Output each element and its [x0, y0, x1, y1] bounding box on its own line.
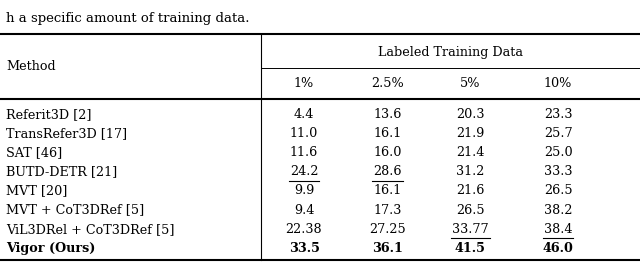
Text: TransRefer3D [17]: TransRefer3D [17]	[6, 127, 127, 140]
Text: 26.5: 26.5	[544, 184, 572, 198]
Text: 46.0: 46.0	[543, 242, 573, 255]
Text: 25.7: 25.7	[544, 127, 572, 140]
Text: 25.0: 25.0	[544, 146, 572, 159]
Text: 26.5: 26.5	[456, 204, 484, 217]
Text: 41.5: 41.5	[455, 242, 486, 255]
Text: Method: Method	[6, 60, 56, 73]
Text: 31.2: 31.2	[456, 165, 484, 178]
Text: 28.6: 28.6	[373, 165, 401, 178]
Text: 9.9: 9.9	[294, 184, 314, 198]
Text: 38.4: 38.4	[544, 223, 572, 236]
Text: 21.6: 21.6	[456, 184, 484, 198]
Text: MVT + CoT3DRef [5]: MVT + CoT3DRef [5]	[6, 204, 145, 217]
Text: 22.38: 22.38	[285, 223, 323, 236]
Text: Referit3D [2]: Referit3D [2]	[6, 108, 92, 121]
Text: SAT [46]: SAT [46]	[6, 146, 63, 159]
Text: 10%: 10%	[544, 77, 572, 90]
Text: 17.3: 17.3	[373, 204, 401, 217]
Text: 9.4: 9.4	[294, 204, 314, 217]
Text: 20.3: 20.3	[456, 108, 484, 121]
Text: 21.4: 21.4	[456, 146, 484, 159]
Text: 1%: 1%	[294, 77, 314, 90]
Text: Vigor (Ours): Vigor (Ours)	[6, 242, 96, 255]
Text: 38.2: 38.2	[544, 204, 572, 217]
Text: 16.1: 16.1	[373, 127, 401, 140]
Text: 16.1: 16.1	[373, 184, 401, 198]
Text: 33.77: 33.77	[452, 223, 489, 236]
Text: 5%: 5%	[460, 77, 481, 90]
Text: h a specific amount of training data.: h a specific amount of training data.	[6, 12, 250, 25]
Text: 36.1: 36.1	[372, 242, 403, 255]
Text: 24.2: 24.2	[290, 165, 318, 178]
Text: 33.5: 33.5	[289, 242, 319, 255]
Text: 27.25: 27.25	[369, 223, 406, 236]
Text: BUTD-DETR [21]: BUTD-DETR [21]	[6, 165, 118, 178]
Text: 21.9: 21.9	[456, 127, 484, 140]
Text: 11.6: 11.6	[290, 146, 318, 159]
Text: Labeled Training Data: Labeled Training Data	[378, 46, 523, 59]
Text: 16.0: 16.0	[373, 146, 401, 159]
Text: MVT [20]: MVT [20]	[6, 184, 68, 198]
Text: ViL3DRel + CoT3DRef [5]: ViL3DRel + CoT3DRef [5]	[6, 223, 175, 236]
Text: 11.0: 11.0	[290, 127, 318, 140]
Text: 13.6: 13.6	[373, 108, 401, 121]
Text: 33.3: 33.3	[544, 165, 572, 178]
Text: 2.5%: 2.5%	[371, 77, 404, 90]
Text: 23.3: 23.3	[544, 108, 572, 121]
Text: 4.4: 4.4	[294, 108, 314, 121]
